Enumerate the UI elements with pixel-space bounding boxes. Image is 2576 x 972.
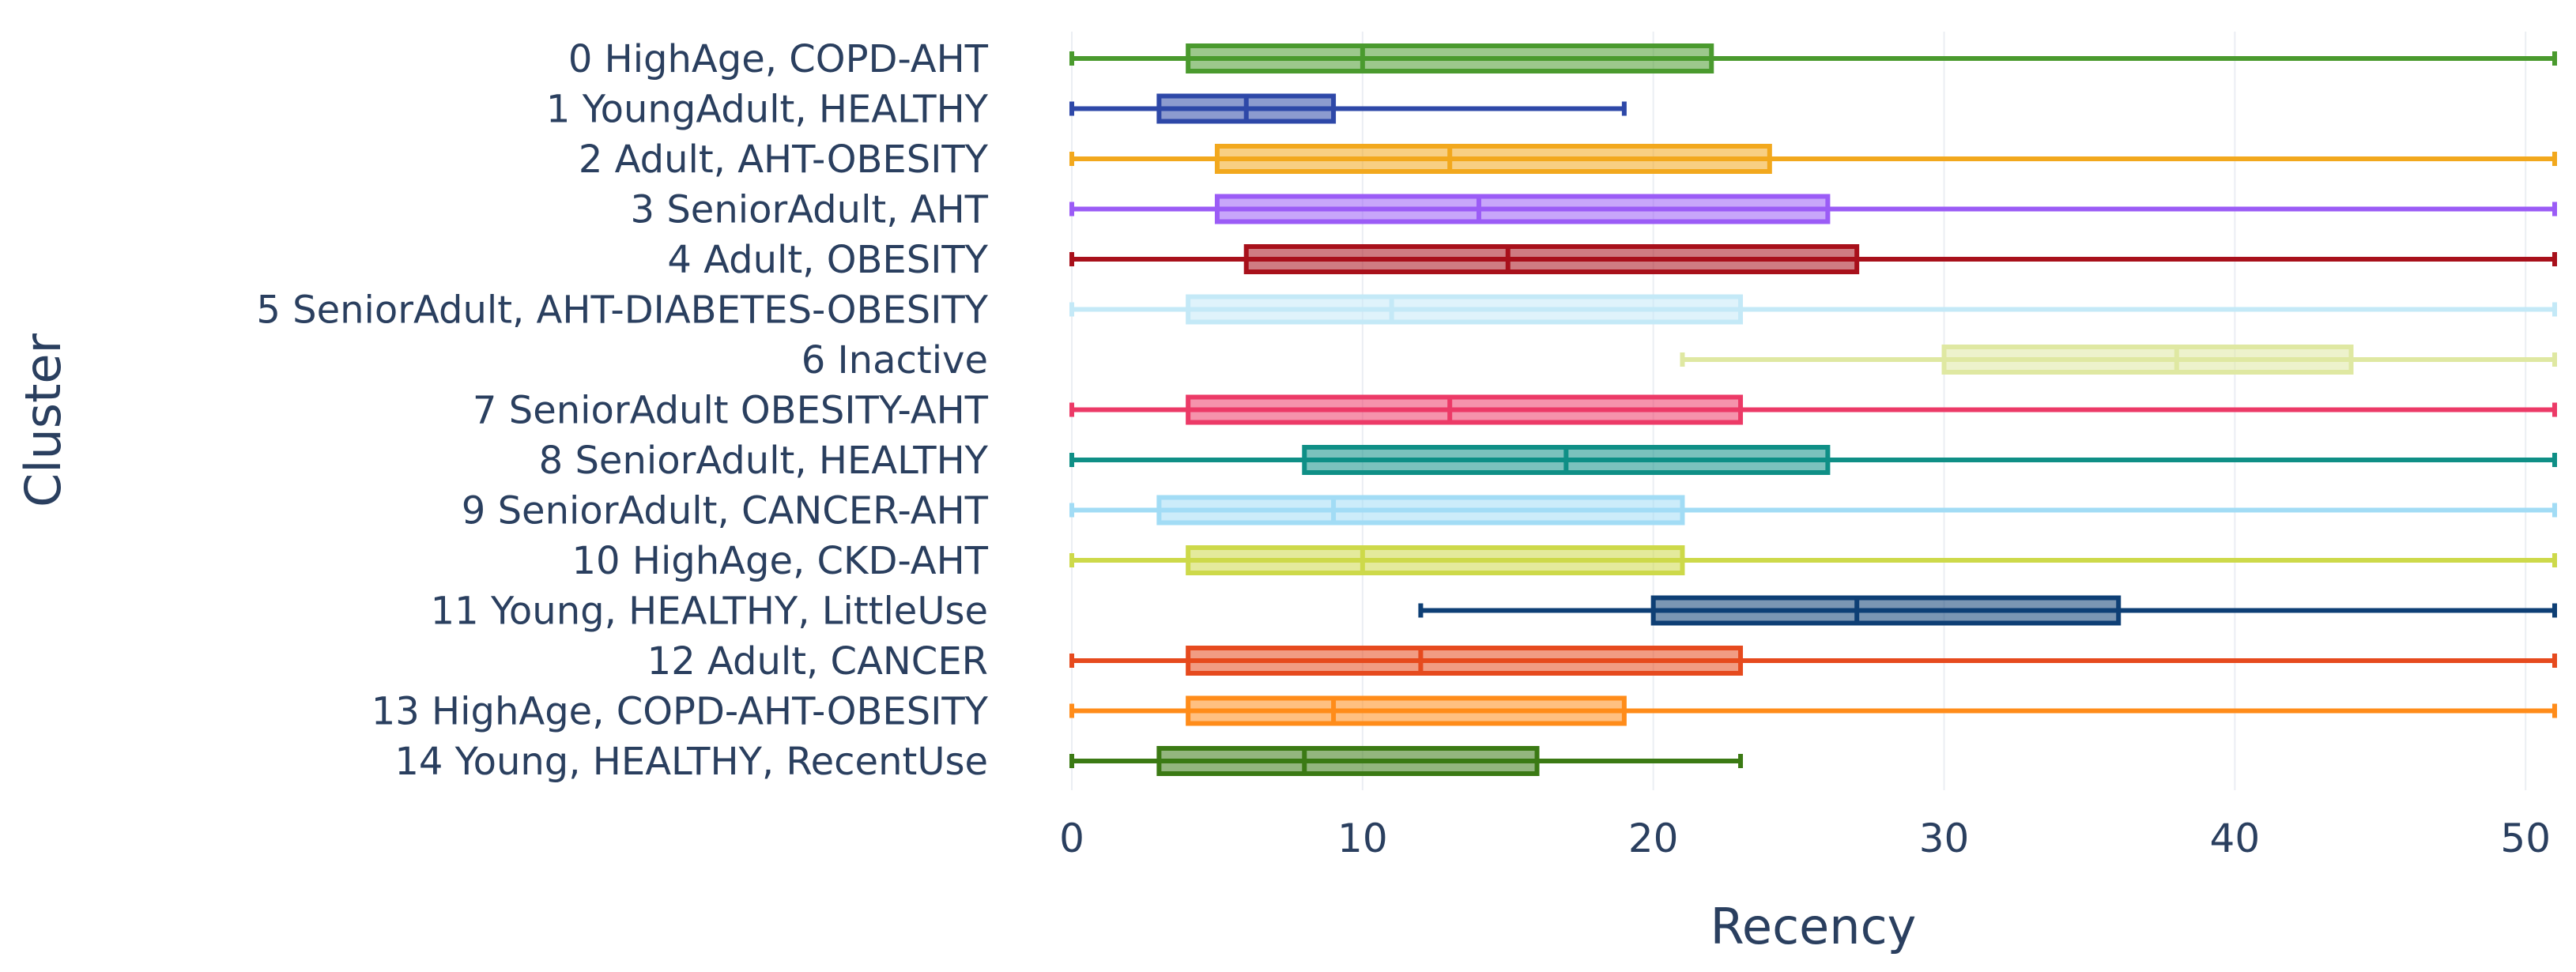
x-tick-label: 20 <box>1628 816 1679 861</box>
box <box>1941 345 2354 375</box>
y-tick-label: 14 Young, HEALTHY, RecentUse <box>394 740 988 784</box>
y-tick-label: 5 SeniorAdult, AHT-DIABETES-OBESITY <box>256 288 988 333</box>
x-tick-label: 40 <box>2210 816 2261 861</box>
y-axis-tick-labels: 0 HighAge, COPD-AHT 1 YoungAdult, HEALTHY… <box>256 37 988 784</box>
box <box>1186 294 1744 325</box>
box-series-4 <box>1069 244 2557 274</box>
y-tick-label: 1 YoungAdult, HEALTHY <box>546 88 989 132</box>
x-tick-label: 10 <box>1337 816 1388 861</box>
box-series-8 <box>1069 445 2557 475</box>
y-tick-label: 11 Young, HEALTHY, LittleUse <box>431 590 988 634</box>
box-series-10 <box>1069 545 2557 575</box>
y-tick-label: 8 SeniorAdult, HEALTHY <box>539 439 989 483</box>
y-tick-label: 10 HighAge, CKD-AHT <box>572 539 989 583</box>
box <box>1186 394 1744 425</box>
box-series-14 <box>1069 746 1744 776</box>
box-series-13 <box>1069 695 2557 726</box>
x-axis-title: Recency <box>1710 898 1917 955</box>
box-series-3 <box>1069 194 2557 224</box>
box-series-5 <box>1069 294 2557 325</box>
y-tick-label: 4 Adult, OBESITY <box>667 238 988 282</box>
box-series-7 <box>1069 394 2557 425</box>
box <box>1186 43 1714 73</box>
x-axis-tick-labels: 0 10 20 30 40 50 <box>1059 816 2551 861</box>
box <box>1243 244 1860 274</box>
box <box>1214 144 1772 174</box>
box <box>1214 194 1831 224</box>
box-series-11 <box>1418 595 2557 626</box>
x-tick-label: 30 <box>1919 816 1970 861</box>
x-tick-label: 0 <box>1059 816 1084 861</box>
box-series-0 <box>1069 43 2557 73</box>
box-series-1 <box>1069 93 1627 124</box>
box-series-6 <box>1680 345 2557 375</box>
y-tick-label: 12 Adult, CANCER <box>647 639 988 684</box>
y-tick-label: 3 SeniorAdult, AHT <box>631 188 989 232</box>
box-series-12 <box>1069 646 2557 676</box>
box-series-2 <box>1069 144 2557 174</box>
box <box>1156 746 1540 776</box>
box <box>1186 545 1685 575</box>
y-tick-label: 2 Adult, AHT-OBESITY <box>579 138 989 182</box>
y-tick-label: 9 SeniorAdult, CANCER-AHT <box>462 489 989 533</box>
box-series <box>1069 43 2557 776</box>
box <box>1186 695 1627 726</box>
box <box>1156 495 1685 526</box>
y-tick-label: 7 SeniorAdult OBESITY-AHT <box>473 389 989 433</box>
box-series-9 <box>1069 495 2557 526</box>
box <box>1186 646 1744 676</box>
x-tick-label: 50 <box>2500 816 2551 861</box>
box <box>1650 595 2122 626</box>
y-axis-title: Cluster <box>14 333 72 507</box>
y-tick-label: 6 Inactive <box>801 338 988 382</box>
y-tick-label: 0 HighAge, COPD-AHT <box>568 37 989 81</box>
y-tick-label: 13 HighAge, COPD-AHT-OBESITY <box>372 690 989 734</box>
